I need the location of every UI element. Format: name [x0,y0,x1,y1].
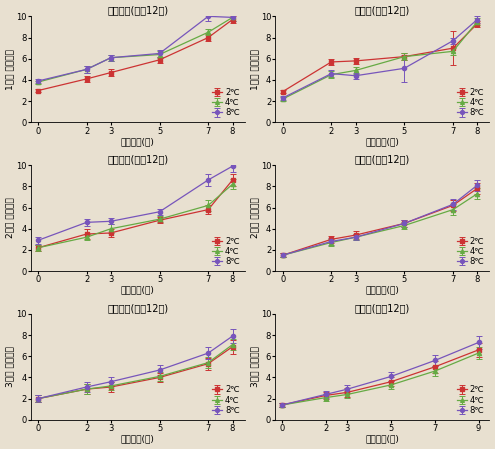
Y-axis label: 2번화 개화단계: 2번화 개화단계 [5,198,14,238]
Title: 우리타워(저장12일): 우리타워(저장12일) [107,5,168,16]
Legend: 2℃, 4℃, 8℃: 2℃, 4℃, 8℃ [456,87,485,118]
Legend: 2℃, 4℃, 8℃: 2℃, 4℃, 8℃ [212,236,241,267]
Legend: 2℃, 4℃, 8℃: 2℃, 4℃, 8℃ [212,87,241,118]
Title: 매두사(저장12일): 매두사(저장12일) [355,154,410,164]
X-axis label: 절화보존(일): 절화보존(일) [365,435,399,444]
X-axis label: 절화보존(일): 절화보존(일) [121,137,154,146]
X-axis label: 절화보존(일): 절화보존(일) [121,435,154,444]
Y-axis label: 3번화 개화단계: 3번화 개화단계 [250,347,259,387]
Title: 매두사(저장12일): 매두사(저장12일) [355,303,410,313]
X-axis label: 절화보존(일): 절화보존(일) [121,286,154,295]
Legend: 2℃, 4℃, 8℃: 2℃, 4℃, 8℃ [456,384,485,416]
X-axis label: 절화보존(일): 절화보존(일) [365,137,399,146]
Title: 우리타워(저장12일): 우리타워(저장12일) [107,303,168,313]
Y-axis label: 2번화 개화단계: 2번화 개화단계 [250,198,259,238]
Y-axis label: 1번화 개화단계: 1번화 개화단계 [250,49,259,90]
Title: 우리타워(저장12일): 우리타워(저장12일) [107,154,168,164]
Legend: 2℃, 4℃, 8℃: 2℃, 4℃, 8℃ [456,236,485,267]
Legend: 2℃, 4℃, 8℃: 2℃, 4℃, 8℃ [212,384,241,416]
Y-axis label: 1번화 개화단계: 1번화 개화단계 [5,49,14,90]
X-axis label: 절화보존(일): 절화보존(일) [365,286,399,295]
Y-axis label: 3번화 개화단계: 3번화 개화단계 [5,347,14,387]
Title: 매두사(저장12일): 매두사(저장12일) [355,5,410,16]
